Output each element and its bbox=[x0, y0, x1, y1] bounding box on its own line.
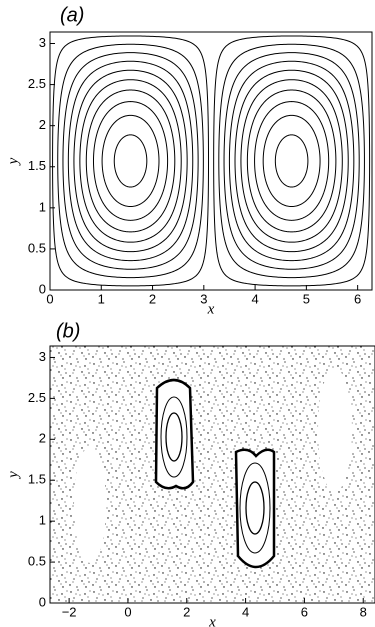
x-tick-label: 2 bbox=[149, 291, 156, 306]
contour-line bbox=[262, 114, 321, 208]
contour-line bbox=[57, 43, 204, 279]
empty-region bbox=[74, 447, 106, 563]
x-axis-label: x bbox=[208, 614, 216, 627]
contour-line bbox=[62, 52, 199, 270]
x-tick-label: 8 bbox=[360, 604, 367, 619]
contour-line bbox=[85, 89, 176, 233]
contour-line bbox=[228, 60, 355, 262]
contour-line bbox=[73, 69, 188, 253]
x-tick-label: 1 bbox=[98, 291, 105, 306]
y-tick-label: 1.5 bbox=[28, 472, 46, 487]
x-tick-label: 4 bbox=[251, 291, 258, 306]
y-tick-label: 1.5 bbox=[28, 158, 46, 173]
y-tick-label: 2 bbox=[39, 431, 46, 446]
y-tick-label: 2.5 bbox=[28, 76, 46, 91]
y-tick-label: 0 bbox=[39, 281, 46, 296]
x-tick-label: 6 bbox=[354, 291, 361, 306]
x-tick-label: 0 bbox=[46, 291, 53, 306]
contour-line bbox=[246, 89, 337, 233]
contour-line bbox=[92, 101, 169, 221]
island bbox=[234, 448, 276, 569]
panel-title: (b) bbox=[56, 320, 80, 342]
y-tick-label: 2.5 bbox=[28, 390, 46, 405]
contour-line bbox=[79, 79, 182, 243]
island-contour bbox=[245, 481, 265, 535]
contour-line bbox=[234, 69, 349, 253]
y-tick-label: 1 bbox=[39, 513, 46, 528]
panel-title: (a) bbox=[60, 4, 84, 26]
contour-line bbox=[218, 43, 365, 279]
island-contour bbox=[165, 412, 183, 462]
y-axis-label: y bbox=[5, 157, 21, 166]
x-tick-label: 6 bbox=[301, 604, 308, 619]
chaotic-sea bbox=[50, 346, 375, 603]
empty-region bbox=[318, 368, 352, 492]
plot-frame bbox=[49, 345, 375, 604]
contour-line bbox=[223, 52, 360, 270]
contour-line bbox=[52, 35, 210, 287]
y-tick-label: 0.5 bbox=[28, 554, 46, 569]
x-tick-label: −2 bbox=[62, 604, 77, 619]
x-tick-label: 4 bbox=[242, 604, 249, 619]
contour-line bbox=[213, 35, 371, 287]
y-axis-label: y bbox=[5, 471, 21, 480]
y-tick-label: 3 bbox=[39, 349, 46, 364]
contour-line bbox=[254, 101, 330, 221]
y-tick-label: 0 bbox=[39, 594, 46, 609]
contour-line bbox=[67, 60, 194, 262]
contours bbox=[52, 35, 371, 287]
contour-line bbox=[240, 79, 343, 243]
y-tick-label: 0.5 bbox=[28, 240, 46, 255]
y-tick-label: 2 bbox=[39, 117, 46, 132]
contour-line bbox=[274, 134, 309, 188]
plot-frame bbox=[49, 31, 373, 291]
x-tick-label: 5 bbox=[303, 291, 310, 306]
y-tick-label: 3 bbox=[39, 35, 46, 50]
island-contour bbox=[239, 462, 271, 554]
x-tick-label: 2 bbox=[183, 604, 190, 619]
island-contour bbox=[160, 396, 188, 478]
contour-line bbox=[101, 114, 160, 208]
x-axis-label: x bbox=[207, 301, 215, 317]
y-tick-label: 1 bbox=[39, 199, 46, 214]
islands bbox=[74, 368, 352, 569]
contour-line bbox=[113, 134, 148, 188]
x-tick-label: 0 bbox=[124, 604, 131, 619]
x-tick-label: 3 bbox=[200, 291, 207, 306]
